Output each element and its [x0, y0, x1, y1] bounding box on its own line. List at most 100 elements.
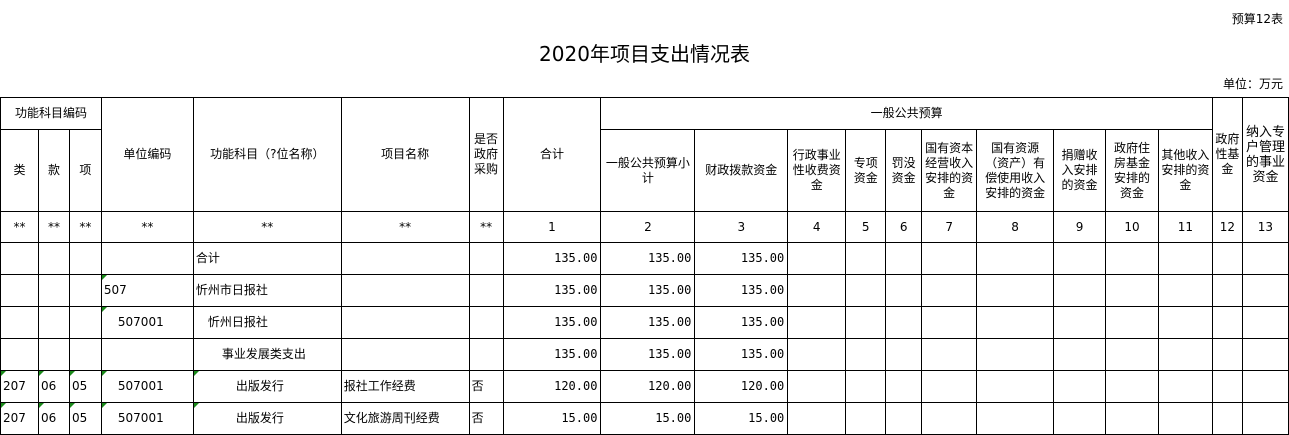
cell-empty: [787, 402, 847, 435]
cell-empty: [845, 274, 887, 307]
cell-xiang: 05: [68, 370, 102, 403]
unit-label: 单位：万元: [1222, 77, 1283, 91]
cell-empty: [921, 274, 978, 307]
cell-total: 135.00: [502, 306, 602, 339]
header-sub-3: 专项资金: [845, 129, 887, 212]
header-sub-6: 国有资源（资产）有偿使用收入安排的资金: [976, 129, 1055, 212]
cell-unit-code: 507001: [100, 402, 194, 435]
cell-empty: [976, 242, 1055, 275]
index-cell: 1: [502, 211, 602, 243]
cell-kuan: [37, 338, 70, 371]
cell-fiscal: 135.00: [694, 338, 789, 371]
cell-empty: [1105, 242, 1159, 275]
cell-name: 出版发行: [192, 402, 342, 435]
index-cell: 7: [921, 211, 978, 243]
cell-lei: 207: [0, 370, 39, 403]
cell-empty: [845, 338, 887, 371]
cell-name: 出版发行: [192, 370, 342, 403]
cell-empty: [1105, 274, 1159, 307]
cell-empty: [787, 274, 847, 307]
header-sub-7: 捐赠收入安排的资金: [1053, 129, 1106, 212]
cell-empty: [1105, 402, 1159, 435]
header-sub-5: 国有资本经营收入安排的资金: [921, 129, 978, 212]
header-func-code: 功能科目编码: [0, 97, 102, 130]
index-cell: **: [68, 211, 102, 243]
header-unit-code: 单位编码: [100, 97, 194, 212]
cell-total: 135.00: [502, 338, 602, 371]
form-code: 预算12表: [1231, 12, 1283, 26]
index-cell: 6: [885, 211, 923, 243]
header-total: 合计: [502, 97, 602, 212]
cell-empty: [976, 370, 1055, 403]
cell-lei: [0, 242, 39, 275]
cell-empty: [1211, 338, 1243, 371]
cell-empty: [1241, 370, 1289, 403]
header-sub-2: 行政事业性收费资金: [787, 129, 847, 212]
cell-empty: [845, 242, 887, 275]
cell-name: 事业发展类支出: [192, 338, 342, 371]
cell-empty: [921, 306, 978, 339]
cell-name: 忻州市日报社: [192, 274, 342, 307]
cell-name: 忻州日报社: [192, 306, 342, 339]
index-cell: 10: [1105, 211, 1159, 243]
cell-project: 文化旅游周刊经费: [340, 402, 470, 435]
cell-empty: [1053, 242, 1106, 275]
table-row: 207 06 05 507001 出版发行 文化旅游周刊经费否 15.00 15.00 15.0…: [0, 402, 1289, 435]
cell-total: 135.00: [502, 242, 602, 275]
cell-empty: [921, 242, 978, 275]
header-sub-4: 罚没资金: [885, 129, 923, 212]
table-row: 507001 忻州日报社 135.00 135.00 135.00: [0, 306, 1289, 339]
cell-empty: [1211, 242, 1243, 275]
cell-empty: [1157, 402, 1213, 435]
table-row: 事业发展类支出 135.00 135.00 135.00: [0, 338, 1289, 371]
cell-total: 15.00: [502, 402, 602, 435]
cell-empty: [1211, 274, 1243, 307]
cell-empty: [1053, 370, 1106, 403]
cell-empty: [1157, 338, 1213, 371]
cell-empty: [787, 370, 847, 403]
cell-empty: [1157, 306, 1213, 339]
index-cell: **: [0, 211, 39, 243]
cell-subtotal: 135.00: [600, 242, 696, 275]
index-cell: 3: [694, 211, 789, 243]
cell-empty: [885, 338, 923, 371]
header-project-name: 项目名称: [340, 97, 470, 212]
index-cell: 5: [845, 211, 887, 243]
cell-total: 120.00: [502, 370, 602, 403]
header-sub-8: 政府住房基金安排的资金: [1105, 129, 1159, 212]
cell-empty: [787, 338, 847, 371]
cell-empty: [976, 402, 1055, 435]
cell-subtotal: 135.00: [600, 306, 696, 339]
cell-unit-code: [100, 338, 194, 371]
cell-unit-code: 507001: [100, 370, 194, 403]
index-cell: 4: [787, 211, 847, 243]
index-cell: 12: [1211, 211, 1243, 243]
cell-empty: [845, 402, 887, 435]
cell-empty: [976, 338, 1055, 371]
cell-empty: [787, 242, 847, 275]
cell-empty: [885, 242, 923, 275]
cell-empty: [1241, 242, 1289, 275]
cell-empty: [921, 402, 978, 435]
cell-empty: [1053, 274, 1106, 307]
cell-fiscal: 15.00: [694, 402, 789, 435]
header-sub-0: 一般公共预算小计: [600, 129, 696, 212]
cell-empty: [787, 306, 847, 339]
page-title: 2020年项目支出情况表: [539, 42, 750, 66]
header-kuan: 款: [37, 129, 70, 212]
header-gov-purchase: 是否政府采购: [468, 97, 504, 212]
cell-project: [340, 242, 470, 275]
cell-unit-code: [100, 242, 194, 275]
header-gov-fund: 政府性基金: [1211, 97, 1243, 212]
cell-empty: [845, 370, 887, 403]
cell-xiang: 05: [68, 402, 102, 435]
cell-xiang: [68, 338, 102, 371]
cell-empty: [845, 306, 887, 339]
cell-purchase: [468, 274, 504, 307]
cell-empty: [1211, 306, 1243, 339]
cell-purchase: [468, 306, 504, 339]
cell-subtotal: 120.00: [600, 370, 696, 403]
index-cell: 13: [1241, 211, 1289, 243]
cell-empty: [885, 306, 923, 339]
cell-empty: [1241, 306, 1289, 339]
